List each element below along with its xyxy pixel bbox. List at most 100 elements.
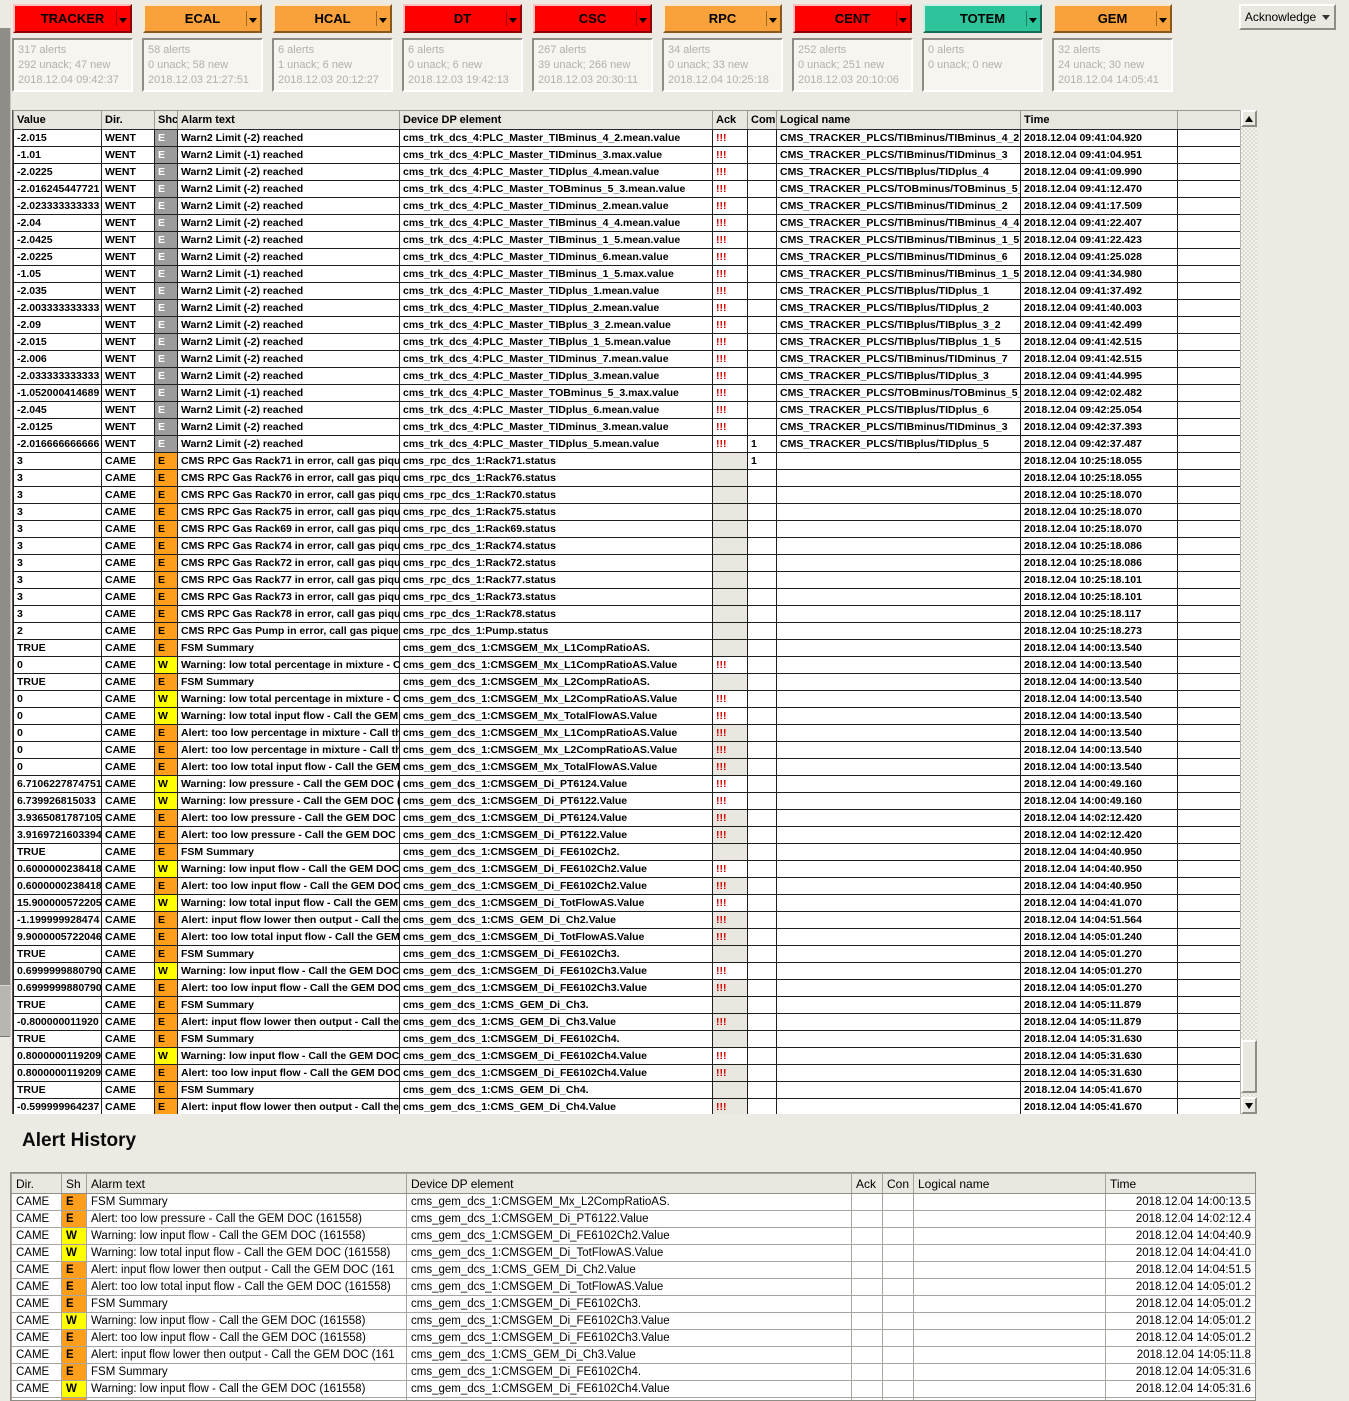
cell-ack[interactable]: !!! (712, 656, 748, 674)
cell-ack[interactable] (712, 843, 748, 861)
cell-ack[interactable] (851, 1295, 883, 1313)
alarm-row[interactable]: 3 CAME E CMS RPC Gas Rack78 in error, call … (13, 605, 1241, 623)
cell-ack[interactable]: !!! (712, 146, 748, 164)
alarm-row[interactable]: -0.599999964237 CAME E Alert: input flow lo… (13, 1098, 1241, 1114)
alarm-row[interactable]: 3 CAME E CMS RPC Gas Rack76 in error, call … (13, 469, 1241, 487)
history-row[interactable]: CAME E Alert: input flow lower then output… (11, 1261, 1255, 1279)
alarm-row[interactable]: -2.033333333333 WENT E Warn2 Limit (-2) rea… (13, 367, 1241, 385)
table-vertical-scrollbar[interactable] (1240, 110, 1257, 1114)
alarm-row[interactable]: 6.739926815033 CAME W Warning: low pressure… (13, 792, 1241, 810)
alarm-row[interactable]: 0 CAME E Alert: too low percentage in mixtu… (13, 724, 1241, 742)
alarm-row[interactable]: -2.015 WENT E Warn2 Limit (-2) reached cms_t… (13, 129, 1241, 147)
alarm-row[interactable]: -2.0225 WENT E Warn2 Limit (-2) reached cms_… (13, 163, 1241, 181)
alarm-row[interactable]: 9.9000005722046 CAME E Alert: too low total… (13, 928, 1241, 946)
history-row[interactable]: CAME E FSM Summary cms_gem_dcs_1:CMSGEM_Di_… (11, 1363, 1255, 1381)
detector-button-gem[interactable]: GEM (1053, 4, 1172, 33)
cell-ack[interactable] (712, 1081, 748, 1099)
alarm-row[interactable]: -2.003333333333 WENT E Warn2 Limit (-2) rea… (13, 299, 1241, 317)
alarm-row[interactable]: -2.045 WENT E Warn2 Limit (-2) reached cms_t… (13, 401, 1241, 419)
cell-ack[interactable]: !!! (712, 792, 748, 810)
alarm-row[interactable]: TRUE CAME E FSM Summary cms_gem_dcs_1:CMSGEM… (13, 843, 1241, 861)
cell-ack[interactable] (712, 520, 748, 538)
cell-ack[interactable] (712, 622, 748, 640)
cell-ack[interactable] (712, 452, 748, 470)
cell-ack[interactable] (851, 1278, 883, 1296)
detector-button-ecal[interactable]: ECAL (143, 4, 262, 33)
alarm-row[interactable]: TRUE CAME E FSM Summary cms_gem_dcs_1:CMSGEM… (13, 673, 1241, 691)
cell-ack[interactable]: !!! (712, 163, 748, 181)
cell-ack[interactable]: !!! (712, 214, 748, 232)
cell-ack[interactable]: !!! (712, 724, 748, 742)
alarm-row[interactable]: 0.6000000238418 CAME E Alert: too low input… (13, 877, 1241, 895)
detector-button-dt[interactable]: DT (403, 4, 522, 33)
cell-ack[interactable]: !!! (712, 282, 748, 300)
history-row[interactable]: CAME E FSM Summary cms_gem_dcs_1:CMSGEM_Mx_… (11, 1193, 1255, 1211)
alarm-row[interactable]: TRUE CAME E FSM Summary cms_gem_dcs_1:CMS_GE… (13, 1081, 1241, 1099)
cell-ack[interactable] (712, 996, 748, 1014)
alarm-row[interactable]: -2.09 WENT E Warn2 Limit (-2) reached cms_tr… (13, 316, 1241, 334)
alarm-row[interactable]: 3.9365081787105 CAME E Alert: too low press… (13, 809, 1241, 827)
cell-ack[interactable] (712, 673, 748, 691)
alarm-row[interactable]: 3 CAME E CMS RPC Gas Rack77 in error, call … (13, 571, 1241, 589)
cell-ack[interactable]: !!! (712, 367, 748, 385)
cell-ack[interactable]: !!! (712, 435, 748, 453)
alarm-row[interactable]: -0.800000011920 CAME E Alert: input flow lo… (13, 1013, 1241, 1031)
alarm-row[interactable]: 3 CAME E CMS RPC Gas Rack73 in error, call … (13, 588, 1241, 606)
cell-ack[interactable]: !!! (712, 928, 748, 946)
detector-button-tracker[interactable]: TRACKER (13, 4, 132, 33)
cell-ack[interactable] (851, 1227, 883, 1245)
cell-ack[interactable] (712, 554, 748, 572)
history-row[interactable]: CAME W Warning: low input flow - Call the … (11, 1312, 1255, 1330)
cell-ack[interactable]: !!! (712, 1064, 748, 1082)
table-scrollbar-thumb[interactable] (1241, 1040, 1257, 1093)
cell-ack[interactable] (851, 1312, 883, 1330)
detector-button-rpc[interactable]: RPC (663, 4, 782, 33)
alarm-row[interactable]: 3 CAME E CMS RPC Gas Rack69 in error, call … (13, 520, 1241, 538)
cell-ack[interactable]: !!! (712, 129, 748, 147)
cell-ack[interactable] (712, 639, 748, 657)
cell-ack[interactable]: !!! (712, 894, 748, 912)
alarm-row[interactable]: 0 CAME W Warning: low total percentage in m… (13, 690, 1241, 708)
cell-ack[interactable]: !!! (712, 979, 748, 997)
cell-ack[interactable]: !!! (712, 180, 748, 198)
alarm-row[interactable]: 3.9169721603394 CAME E Alert: too low press… (13, 826, 1241, 844)
cell-ack[interactable]: !!! (712, 758, 748, 776)
alarm-row[interactable]: 0 CAME E Alert: too low total input flow - … (13, 758, 1241, 776)
alarm-row[interactable]: TRUE CAME E FSM Summary cms_gem_dcs_1:CMS_GE… (13, 996, 1241, 1014)
detector-button-csc[interactable]: CSC (533, 4, 652, 33)
cell-ack[interactable] (851, 1244, 883, 1262)
cell-ack[interactable] (712, 503, 748, 521)
cell-ack[interactable]: !!! (712, 962, 748, 980)
cell-ack[interactable]: !!! (712, 248, 748, 266)
alarm-row[interactable]: 0 CAME E Alert: too low percentage in mixtu… (13, 741, 1241, 759)
alarm-row[interactable]: 3 CAME E CMS RPC Gas Rack72 in error, call … (13, 554, 1241, 572)
cell-ack[interactable]: !!! (712, 401, 748, 419)
cell-ack[interactable]: !!! (712, 299, 748, 317)
alarm-row[interactable]: -2.023333333333 WENT E Warn2 Limit (-2) rea… (13, 197, 1241, 215)
alarm-row[interactable]: -2.016666666666 WENT E Warn2 Limit (-2) rea… (13, 435, 1241, 453)
alarm-row[interactable]: -1.01 WENT E Warn2 Limit (-1) reached cms_tr… (13, 146, 1241, 164)
scroll-down-button[interactable] (1241, 1097, 1257, 1114)
page-vertical-scrollbar[interactable] (0, 28, 11, 1037)
history-row[interactable]: CAME E Alert: too low pressure - Call the … (11, 1210, 1255, 1228)
cell-ack[interactable]: !!! (712, 418, 748, 436)
cell-ack[interactable] (712, 537, 748, 555)
cell-ack[interactable] (851, 1346, 883, 1364)
cell-ack[interactable]: !!! (712, 707, 748, 725)
cell-ack[interactable]: !!! (712, 690, 748, 708)
alarm-row[interactable]: TRUE CAME E FSM Summary cms_gem_dcs_1:CMSGEM… (13, 1030, 1241, 1048)
cell-ack[interactable] (851, 1329, 883, 1347)
alarm-row[interactable]: 6.7106227874751 CAME W Warning: low pressur… (13, 775, 1241, 793)
cell-ack[interactable] (851, 1363, 883, 1381)
alarm-row[interactable]: -2.0425 WENT E Warn2 Limit (-2) reached cms_… (13, 231, 1241, 249)
cell-ack[interactable]: !!! (712, 1047, 748, 1065)
cell-ack[interactable]: !!! (712, 1098, 748, 1114)
cell-ack[interactable]: !!! (712, 741, 748, 759)
alarm-row[interactable]: 3 CAME E CMS RPC Gas Rack75 in error, call … (13, 503, 1241, 521)
history-row[interactable]: CAME E Alert: too low input flow - Call th… (11, 1329, 1255, 1347)
detector-button-cent[interactable]: CENT (793, 4, 912, 33)
cell-ack[interactable] (712, 1030, 748, 1048)
alarm-row[interactable]: -2.016245447721 WENT E Warn2 Limit (-2) rea… (13, 180, 1241, 198)
cell-ack[interactable]: !!! (712, 197, 748, 215)
